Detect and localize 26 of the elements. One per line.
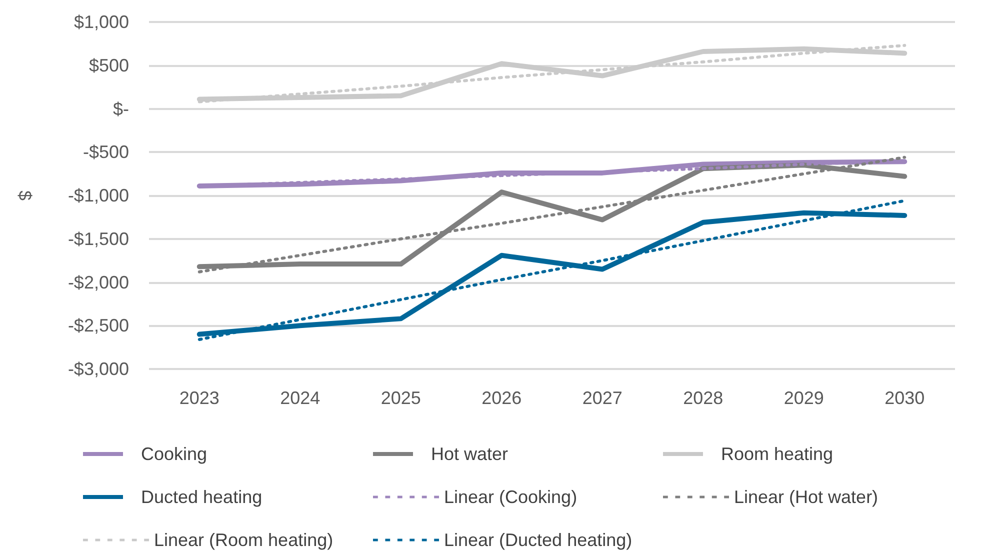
legend-label: Linear (Cooking)	[444, 487, 578, 507]
x-tick-label: 2025	[380, 388, 421, 408]
x-tick-label: 2029	[784, 388, 824, 408]
x-tick-label: 2028	[683, 388, 724, 408]
legend-label: Linear (Hot water)	[734, 487, 878, 507]
legend-label: Linear (Room heating)	[154, 530, 334, 550]
y-tick-label: $500	[88, 55, 129, 76]
legend-label: Cooking	[141, 444, 208, 464]
y-tick-label: -$500	[82, 142, 129, 162]
x-tick-label: 2030	[884, 388, 925, 408]
y-tick-label: -$1,500	[68, 228, 129, 249]
x-tick-label: 2023	[179, 388, 220, 408]
y-tick-label: -$2,000	[68, 272, 129, 292]
x-tick-label: 2026	[482, 388, 522, 408]
y-axis-title: $	[15, 190, 35, 201]
y-tick-label: -$1,000	[68, 186, 129, 206]
y-tick-label: $-	[112, 98, 129, 119]
legend-label: Linear (Ducted heating)	[444, 530, 632, 550]
legend-label: Ducted heating	[141, 487, 262, 507]
y-tick-label: -$3,000	[68, 359, 129, 379]
y-tick-label: -$2,500	[68, 316, 129, 336]
legend-label: Hot water	[431, 444, 508, 464]
x-tick-label: 2027	[582, 388, 622, 408]
x-tick-label: 2024	[280, 388, 320, 408]
legend-label: Room heating	[721, 444, 834, 464]
y-tick-label: $1,000	[74, 12, 129, 32]
